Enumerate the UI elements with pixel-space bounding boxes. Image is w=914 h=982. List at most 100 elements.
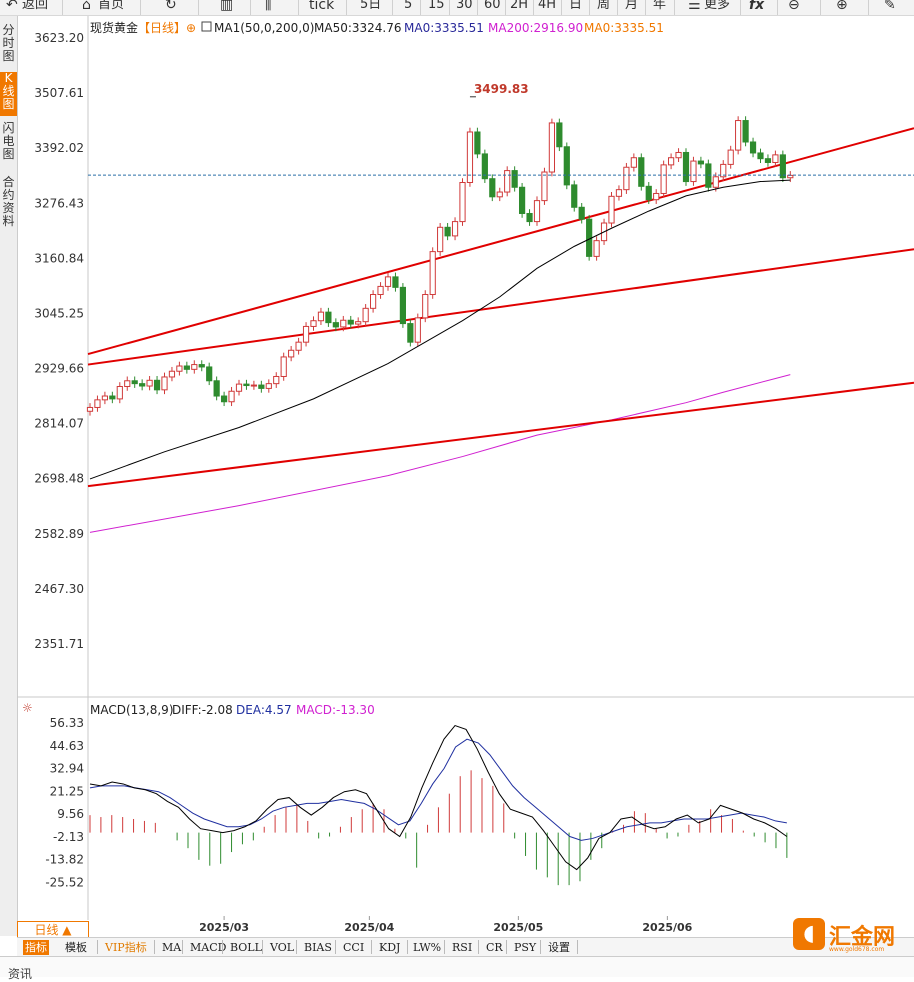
period-4h[interactable]: 4H — [538, 0, 557, 12]
divider — [140, 0, 141, 15]
home-icon[interactable]: ⌂ — [82, 0, 91, 13]
period-5[interactable]: 5 — [404, 0, 413, 12]
divider — [505, 0, 506, 15]
period-5d[interactable]: 5日 — [360, 0, 382, 12]
sidebar-item-flash[interactable]: 闪电图 — [2, 121, 15, 161]
candle-body — [422, 294, 429, 319]
candle-body — [317, 311, 325, 322]
chart-bars-icon[interactable]: ▥ — [220, 0, 234, 13]
candle-body — [668, 157, 675, 166]
candle-body — [645, 185, 652, 201]
period-60[interactable]: 60 — [484, 0, 501, 12]
candle-body — [399, 286, 406, 325]
formula-icon[interactable]: fx — [749, 0, 765, 13]
tab-settings[interactable]: 设置 — [548, 941, 570, 954]
candle-body — [139, 383, 146, 387]
sidebar-item-kline[interactable]: K线图 — [0, 72, 17, 116]
candle-body — [131, 380, 138, 385]
candle-body — [273, 375, 280, 385]
candle-body — [653, 192, 660, 201]
divider — [250, 0, 251, 15]
symbol-name: 现货黄金 — [90, 20, 138, 35]
tab-vol[interactable]: VOL — [270, 941, 295, 954]
period-year[interactable]: 年 — [653, 0, 667, 12]
candle-body — [608, 195, 615, 224]
more-button[interactable]: 更多 — [704, 0, 731, 12]
divider — [674, 0, 675, 15]
candle-body — [660, 164, 667, 194]
candle-body — [481, 153, 488, 180]
tab-macd[interactable]: MACD — [190, 941, 227, 954]
candle-body — [228, 390, 235, 403]
tick-button[interactable]: tick — [309, 0, 335, 13]
candle-icon[interactable]: ⫼ — [265, 0, 272, 13]
draw-pen-icon[interactable]: ✎ — [884, 0, 896, 13]
tab-lw[interactable]: LW% — [413, 941, 442, 954]
candle-body — [444, 226, 451, 237]
candle-body — [124, 380, 131, 387]
candle-body — [764, 158, 772, 163]
period-month[interactable]: 月 — [625, 0, 639, 12]
candle-body — [712, 176, 719, 188]
candle-body — [489, 178, 496, 198]
home-button[interactable]: 首页 — [98, 0, 125, 12]
candle-body — [86, 406, 94, 412]
divider — [740, 0, 741, 15]
sidebar-item-contract[interactable]: 合约资料 — [2, 175, 15, 228]
candle-body — [288, 349, 295, 358]
back-arrow-icon[interactable]: ↶ — [6, 0, 18, 13]
divider — [182, 940, 183, 954]
tab-bias[interactable]: BIAS — [304, 941, 332, 954]
logo-text: 汇金网 — [829, 925, 896, 950]
period-15[interactable]: 15 — [428, 0, 445, 12]
candle-body — [153, 379, 161, 391]
candle-body — [325, 311, 332, 324]
candle-body — [295, 341, 302, 351]
macd-y-tick-label: -25.52 — [45, 875, 84, 889]
candle-body — [772, 154, 779, 163]
logo-mark-icon: ◖ — [793, 918, 825, 950]
candle-body — [168, 370, 176, 378]
tab-psy[interactable]: PSY — [514, 941, 537, 954]
tab-template[interactable]: 模板 — [65, 941, 87, 954]
candle-body — [280, 356, 287, 377]
period-week[interactable]: 周 — [597, 0, 611, 12]
period-day[interactable]: 日 — [569, 0, 583, 12]
x-tick-label: 2025/06 — [642, 921, 692, 934]
period-2h[interactable]: 2H — [510, 0, 529, 12]
tab-vip[interactable]: VIP指标 — [105, 941, 147, 954]
tab-cci[interactable]: CCI — [343, 941, 365, 954]
tab-indicator[interactable]: 指标 — [23, 940, 49, 955]
macd-dea-value: DEA:4.57 — [236, 703, 292, 717]
menu-icon[interactable]: ☰ — [688, 0, 701, 13]
candle-body — [690, 160, 697, 183]
period-tab[interactable]: 日线 ▲ — [17, 921, 89, 939]
candle-body — [541, 171, 548, 202]
candle-body — [466, 131, 474, 184]
zoom-in-icon[interactable]: ⊕ — [836, 0, 848, 13]
divider — [97, 940, 98, 954]
sidebar-item-timeshare[interactable]: 分时图 — [2, 23, 15, 63]
divider — [407, 940, 408, 954]
candle-body — [556, 122, 563, 148]
period-30[interactable]: 30 — [456, 0, 473, 12]
refresh-icon[interactable]: ↻ — [165, 0, 177, 13]
y-tick-label: 3045.25 — [34, 306, 84, 320]
candle-body — [474, 131, 481, 155]
tab-kdj[interactable]: KDJ — [379, 941, 401, 954]
divider — [62, 0, 63, 15]
candle-body — [414, 317, 421, 343]
zoom-out-icon[interactable]: ⊖ — [788, 0, 800, 13]
back-button[interactable]: 返回 — [22, 0, 49, 12]
candle-body — [504, 170, 511, 193]
divider — [589, 0, 590, 15]
tab-boll[interactable]: BOLL — [230, 941, 262, 954]
candle-body — [578, 206, 585, 220]
candle-body — [548, 122, 555, 173]
tab-ma[interactable]: MA — [162, 941, 182, 954]
news-tab[interactable]: 资讯 — [8, 967, 33, 981]
tab-cr[interactable]: CR — [486, 941, 503, 954]
divider — [222, 940, 223, 954]
tab-rsi[interactable]: RSI — [452, 941, 473, 954]
